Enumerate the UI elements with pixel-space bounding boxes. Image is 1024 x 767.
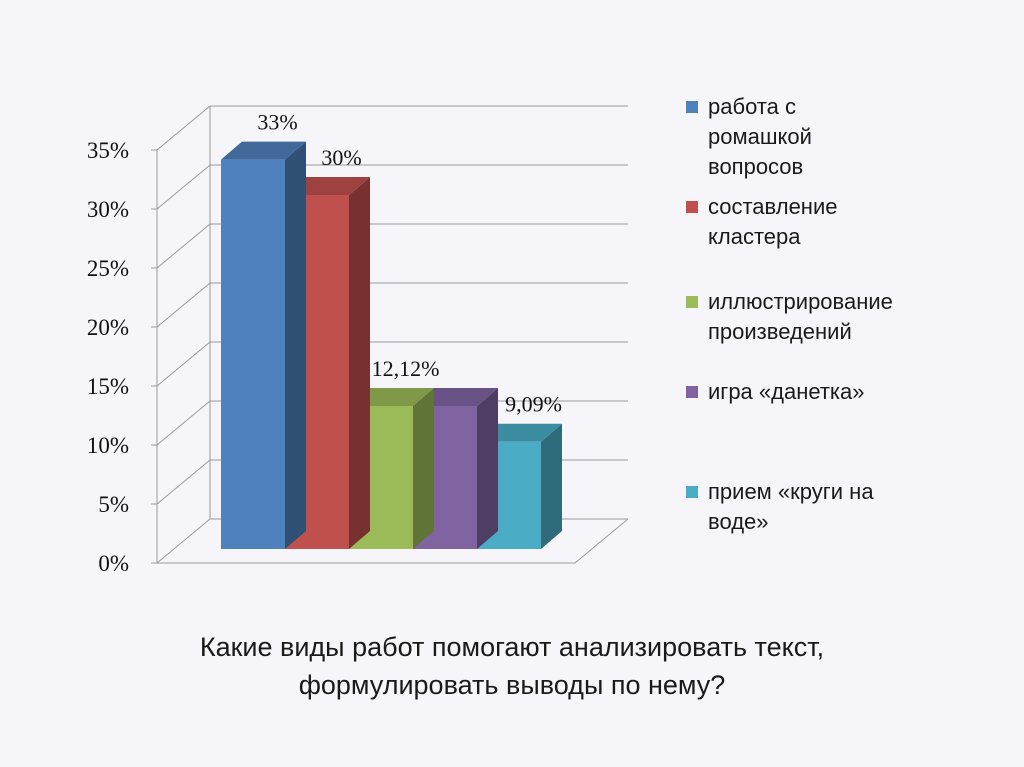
y-axis-ticks: 0% 5% 10% 15% 20% 25% 30% 35% [87,138,129,576]
y-tick-label: 30% [87,197,129,222]
data-labels: 33% 30% 12,12% 9,09% [257,110,562,417]
data-label: 30% [321,145,361,170]
legend-item: прием «круги на воде» [686,477,978,537]
y-tick-label: 20% [87,315,129,340]
bar-top [477,423,562,442]
bars [221,141,562,549]
data-label: 12,12% [372,356,440,381]
legend-swatch [686,486,698,498]
gridline [156,223,628,269]
bar-top [285,177,370,195]
floor-right-edge [574,518,629,564]
data-label: 33% [257,110,297,135]
bar-side [285,141,306,549]
y-tick-label: 15% [87,374,129,399]
bar-side [413,387,434,549]
legend-swatch [686,296,698,308]
legend-swatch [686,201,698,213]
y-tick-label: 25% [87,256,129,281]
caption-line-1: Какие виды работ помогают анализировать … [199,632,825,662]
bar-side [349,177,370,549]
legend-label: составление кластера [708,194,838,249]
gridline [156,105,628,151]
bar-top [349,387,434,406]
gridline [156,164,628,210]
gridline [156,282,628,328]
chart-caption: Какие виды работ помогают анализировать … [80,628,944,704]
data-label: 9,09% [505,392,562,417]
bar-top [413,387,498,406]
legend-item: иллюстрирование произведений [686,287,978,347]
y-tick-label: 0% [98,551,129,576]
bar-front [221,159,285,549]
legend-label: прием «круги на воде» [708,479,874,534]
legend-item: работа с ромашкой вопросов [686,92,978,182]
legend-item: игра «данетка» [686,377,978,407]
caption-line-2: формулировать выводы по нему? [298,670,726,700]
legend-item: составление кластера [686,192,978,252]
y-tick-label: 35% [87,138,129,163]
legend-label: игра «данетка» [708,379,865,404]
bar-side [541,423,562,549]
bar-side [477,387,498,549]
bar [221,141,306,549]
legend-label: работа с ромашкой вопросов [708,94,812,179]
legend-swatch [686,386,698,398]
chart-grid [151,105,629,564]
bar-top [221,141,306,160]
legend-label: иллюстрирование произведений [708,289,893,344]
y-tick-label: 5% [98,492,129,517]
y-tick-label: 10% [87,433,129,458]
legend-swatch [686,101,698,113]
gridline [156,341,628,387]
